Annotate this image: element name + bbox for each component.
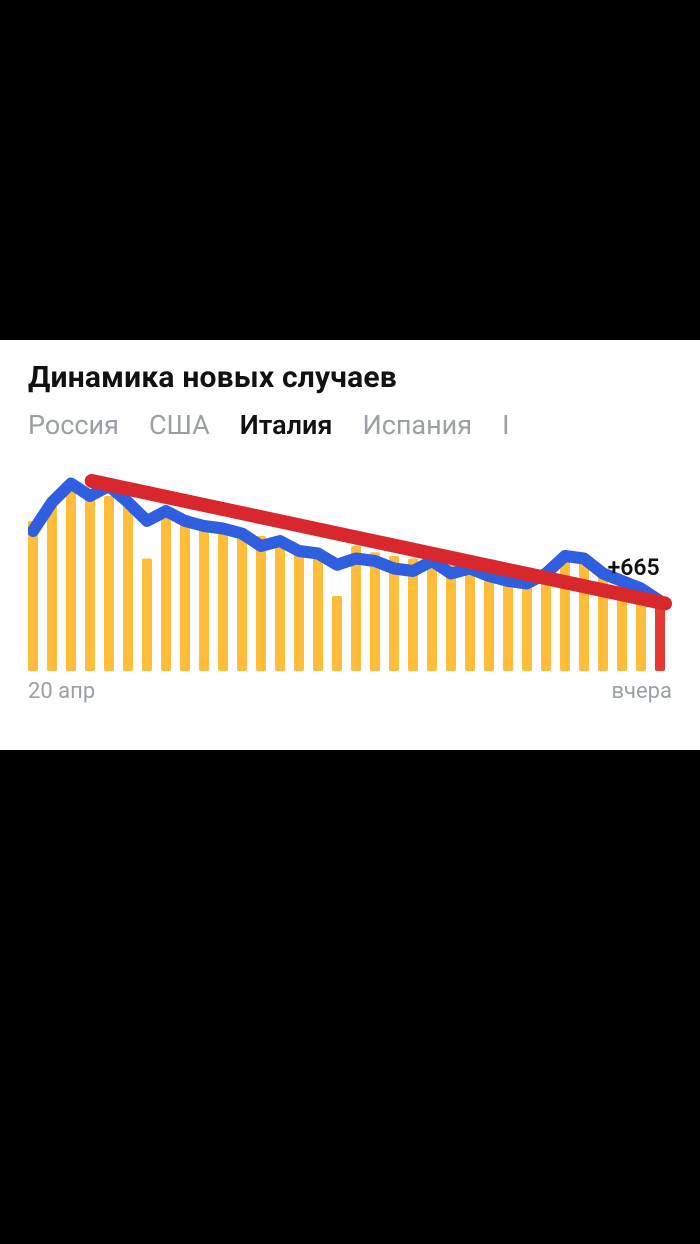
x-axis-start-label: 20 апр <box>28 679 95 704</box>
bar-8 <box>180 515 190 671</box>
bar-24 <box>484 569 494 672</box>
chart-card: Динамика новых случаев Россия США Италия Ис… <box>0 340 700 750</box>
bar-16 <box>332 596 342 671</box>
x-axis-labels: 20 апр вчера <box>28 679 672 704</box>
bar-27 <box>541 571 551 671</box>
card-title: Динамика новых случаев <box>28 360 672 395</box>
bar-4 <box>104 496 114 671</box>
bar-11 <box>237 534 247 672</box>
bar-22 <box>446 565 456 671</box>
tab-1[interactable]: США <box>149 409 210 447</box>
bar-18 <box>370 552 380 671</box>
bar-14 <box>294 546 304 671</box>
bar-12 <box>256 536 266 671</box>
bar-10 <box>218 524 228 672</box>
bar-29 <box>579 559 589 672</box>
bar-26 <box>522 577 532 671</box>
bar-5 <box>123 502 133 671</box>
bar-0 <box>28 521 38 671</box>
bar-13 <box>275 540 285 671</box>
tab-4[interactable]: I <box>502 409 509 447</box>
bar-3 <box>85 490 95 671</box>
bar-2 <box>66 484 76 672</box>
country-tabs: Россия США Италия Испания I <box>28 409 672 447</box>
chart-area: +665 <box>28 471 672 671</box>
bar-28 <box>560 556 570 671</box>
bar-1 <box>47 502 57 671</box>
bar-9 <box>199 521 209 671</box>
x-axis-end-label: вчера <box>611 679 672 704</box>
tab-0[interactable]: Россия <box>28 409 119 447</box>
bar-33 <box>655 602 665 671</box>
bar-15 <box>313 549 323 672</box>
bar-23 <box>465 561 475 671</box>
tab-2[interactable]: Италия <box>240 409 333 447</box>
value-annotation: +665 <box>608 554 660 581</box>
bar-6 <box>142 559 152 672</box>
tab-3[interactable]: Испания <box>362 409 472 447</box>
bar-25 <box>503 574 513 672</box>
bar-7 <box>161 509 171 672</box>
chart-svg: +665 <box>28 471 672 671</box>
